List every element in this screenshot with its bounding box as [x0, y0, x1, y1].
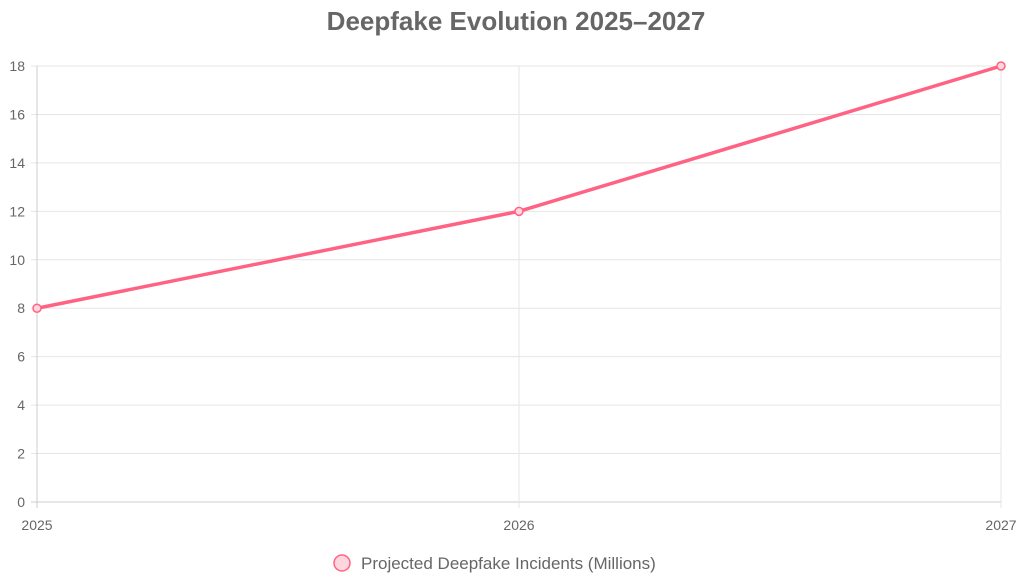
- legend-label: Projected Deepfake Incidents (Millions): [361, 554, 656, 573]
- data-point[interactable]: [32, 303, 42, 313]
- x-axis-ticks: 2025 2026 2027: [21, 517, 1016, 533]
- data-point[interactable]: [514, 206, 524, 217]
- x-tick-label: 2025: [21, 517, 52, 533]
- y-tick-label: 0: [17, 494, 25, 510]
- y-tick-label: 14: [9, 155, 25, 171]
- y-tick-label: 4: [17, 397, 25, 413]
- y-tick-label: 8: [17, 300, 25, 316]
- y-tick-label: 18: [9, 58, 25, 74]
- x-tick-label: 2027: [985, 517, 1016, 533]
- y-tick-label: 6: [17, 349, 25, 365]
- x-tick-label: 2026: [503, 517, 534, 533]
- y-axis-ticks: 0 2 4 6 8 10 12 14 16 18: [9, 58, 25, 510]
- legend-swatch: [333, 554, 351, 572]
- y-tick-label: 12: [9, 203, 25, 219]
- y-tick-label: 16: [9, 106, 25, 122]
- y-tick-label: 10: [9, 252, 25, 268]
- y-tick-label: 2: [17, 446, 25, 462]
- legend[interactable]: Projected Deepfake Incidents (Millions): [333, 554, 656, 573]
- data-point[interactable]: [996, 61, 1006, 71]
- chart-title: Deepfake Evolution 2025–2027: [327, 6, 706, 36]
- series-layer: [32, 61, 1006, 313]
- grid-lines: [31, 65, 1002, 508]
